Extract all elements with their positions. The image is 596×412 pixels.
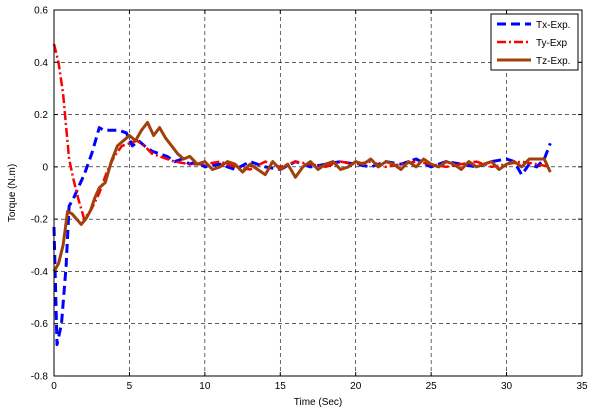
- plot-area: [54, 10, 582, 376]
- y-tick-label: 0.6: [34, 6, 48, 17]
- x-tick-label: 20: [350, 381, 362, 392]
- data-series: [52, 43, 552, 347]
- series-line-tz-exp: [52, 120, 552, 273]
- y-axis-title: Torque (N.m): [7, 164, 18, 222]
- y-tick-label: -0.2: [31, 215, 49, 226]
- y-tick-label: -0.4: [31, 267, 49, 278]
- plot-frame: [53, 9, 583, 377]
- axis-ticks: 0 5 10 15 20 25 30 35 -0.8 -0.6 -0.4 -0.2 0 0.2 0.4 0.6: [31, 6, 588, 393]
- x-tick-label: 35: [576, 381, 588, 392]
- y-tick-label: 0.2: [34, 110, 48, 121]
- x-tick-label: 15: [275, 381, 287, 392]
- series-line-tx-exp: [52, 126, 552, 347]
- y-tick-label: 0.4: [34, 58, 48, 69]
- x-tick-label: 5: [127, 381, 133, 392]
- grid-lines: [54, 10, 582, 376]
- x-axis-title: Time (Sec): [294, 397, 343, 408]
- x-tick-label: 25: [426, 381, 438, 392]
- y-tick-label: -0.6: [31, 319, 49, 330]
- legend-label-tz: Tz-Exp.: [536, 56, 570, 67]
- x-tick-label: 30: [501, 381, 513, 392]
- legend-label-tx: Tx-Exp.: [536, 20, 570, 31]
- legend: Tx-Exp. Ty-Exp Tz-Exp.: [490, 13, 579, 71]
- y-tick-label: 0: [42, 162, 48, 173]
- legend-label-ty: Ty-Exp: [536, 38, 568, 49]
- x-tick-label: 0: [51, 381, 57, 392]
- y-tick-label: -0.8: [31, 372, 49, 383]
- x-tick-label: 10: [199, 381, 211, 392]
